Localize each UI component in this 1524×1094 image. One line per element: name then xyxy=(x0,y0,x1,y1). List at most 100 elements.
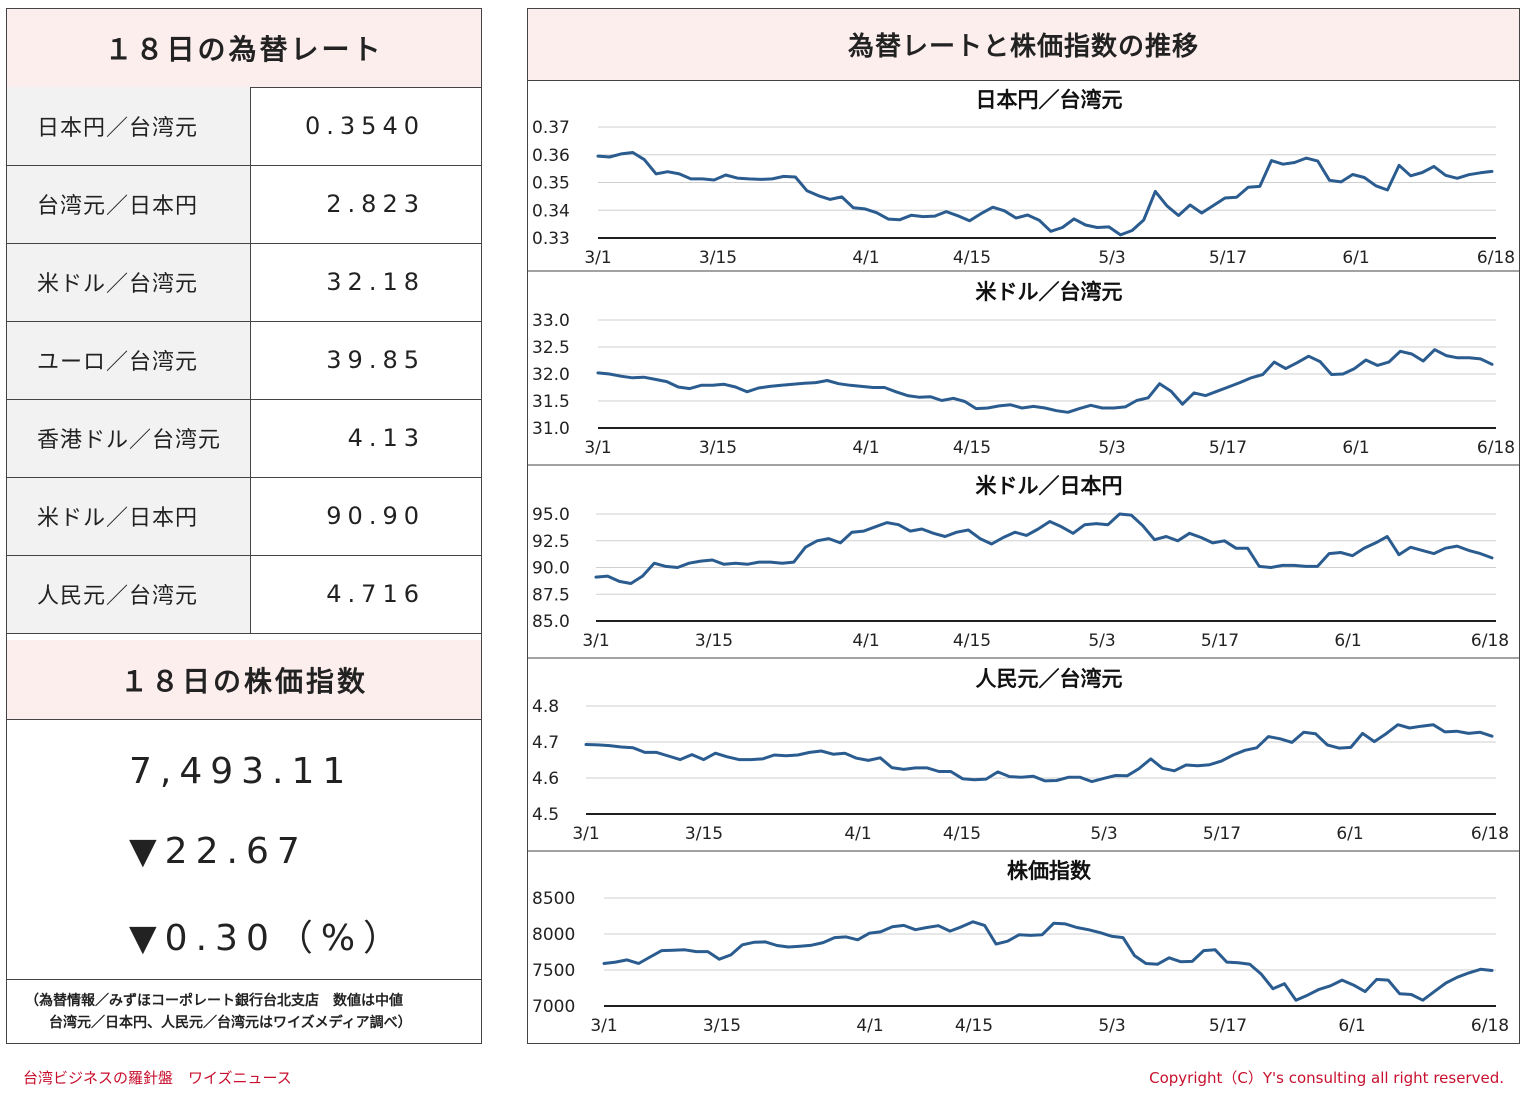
y-tick-label: 4.7 xyxy=(532,733,559,753)
series-line xyxy=(596,151,1494,237)
x-tick-label: 6/1 xyxy=(1342,438,1369,458)
x-tick-label: 5/3 xyxy=(1098,248,1125,268)
series-line xyxy=(584,723,1494,784)
x-tick-label: 4/1 xyxy=(852,248,879,268)
x-tick-label: 5/3 xyxy=(1098,438,1125,458)
source-note-line: 台湾元／日本円、人民元／台湾元はワイズメディア調べ） xyxy=(49,1015,412,1031)
fx-rate-label: 香港ドル／台湾元 xyxy=(7,399,251,478)
x-tick-label: 5/3 xyxy=(1098,1016,1125,1036)
stock-index-value: 7,493.11 xyxy=(129,751,354,792)
fx-rate-label: 日本円／台湾元 xyxy=(7,87,251,166)
x-tick-label: 6/18 xyxy=(1477,438,1515,458)
chart-title: 米ドル／日本円 xyxy=(976,474,1123,498)
y-tick-label: 4.6 xyxy=(532,769,559,789)
footer-site-name: 台湾ビジネスの羅針盤 ワイズニュース xyxy=(23,1069,292,1087)
chart-title: 米ドル／台湾元 xyxy=(976,280,1123,304)
fx-rate-label: ユーロ／台湾元 xyxy=(7,321,251,400)
fx-rate-value: 4.716 xyxy=(250,555,481,634)
x-tick-label: 5/3 xyxy=(1088,631,1115,651)
x-tick-label: 3/15 xyxy=(699,438,737,458)
y-tick-label: 7000 xyxy=(532,997,575,1017)
y-tick-label: 4.8 xyxy=(532,697,559,717)
fx-rate-value: 90.90 xyxy=(250,477,481,556)
y-tick-label: 0.35 xyxy=(532,174,570,194)
chart-title: 日本円／台湾元 xyxy=(976,88,1123,112)
x-tick-label: 6/18 xyxy=(1471,1016,1509,1036)
y-tick-label: 31.5 xyxy=(532,392,570,412)
fx-rate-title: １８日の為替レート xyxy=(7,9,481,88)
fx-rate-label: 米ドル／台湾元 xyxy=(7,243,251,322)
x-tick-label: 4/1 xyxy=(844,824,871,844)
fx-rate-value: 32.18 xyxy=(250,243,481,322)
fx-rate-row: 香港ドル／台湾元 4.13 xyxy=(7,399,481,478)
fx-rate-row: 米ドル／台湾元 32.18 xyxy=(7,243,481,322)
fx-rate-row: ユーロ／台湾元 39.85 xyxy=(7,321,481,400)
x-tick-label: 6/1 xyxy=(1336,824,1363,844)
x-tick-label: 3/1 xyxy=(572,824,599,844)
stock-index-change: ▼22.67 xyxy=(129,831,308,872)
x-tick-label: 5/17 xyxy=(1209,438,1247,458)
y-tick-label: 0.34 xyxy=(532,201,570,221)
x-tick-label: 6/1 xyxy=(1334,631,1361,651)
fx-rate-row: 米ドル／日本円 90.90 xyxy=(7,477,481,556)
x-tick-label: 6/18 xyxy=(1471,631,1509,651)
y-tick-label: 0.33 xyxy=(532,229,570,249)
x-tick-label: 4/15 xyxy=(955,1016,993,1036)
chart-title: 株価指数 xyxy=(1007,859,1092,883)
x-tick-label: 3/15 xyxy=(685,824,723,844)
stock-index-change-percent: ▼0.30（%） xyxy=(129,918,408,959)
y-tick-label: 90.0 xyxy=(532,559,570,579)
y-tick-label: 85.0 xyxy=(532,612,570,632)
y-tick-label: 33.0 xyxy=(532,311,570,331)
series-line xyxy=(594,512,1494,585)
x-tick-label: 6/1 xyxy=(1342,248,1369,268)
x-tick-label: 4/15 xyxy=(953,631,991,651)
x-tick-label: 4/1 xyxy=(852,438,879,458)
x-tick-label: 5/17 xyxy=(1209,1016,1247,1036)
x-tick-label: 6/18 xyxy=(1471,824,1509,844)
fx-rate-label: 台湾元／日本円 xyxy=(7,165,251,244)
x-tick-label: 5/17 xyxy=(1203,824,1241,844)
fx-rate-row: 台湾元／日本円 2.823 xyxy=(7,165,481,244)
x-tick-label: 3/1 xyxy=(584,438,611,458)
x-tick-label: 3/15 xyxy=(703,1016,741,1036)
fx-rate-value: 2.823 xyxy=(250,165,481,244)
x-tick-label: 4/1 xyxy=(856,1016,883,1036)
series-line xyxy=(596,348,1494,414)
y-tick-label: 7500 xyxy=(532,961,575,981)
x-tick-label: 3/15 xyxy=(695,631,733,651)
x-tick-label: 5/17 xyxy=(1201,631,1239,651)
fx-summary-panel: １８日の為替レート 日本円／台湾元 0.3540 台湾元／日本円 2.823 米… xyxy=(6,8,482,1044)
source-note: （為替情報／みずほコーポレート銀行台北支店 数値は中値 台湾元／日本円、人民元／… xyxy=(7,979,481,1043)
fx-rate-value: 4.13 xyxy=(250,399,481,478)
x-tick-label: 3/1 xyxy=(584,248,611,268)
x-tick-label: 4/15 xyxy=(953,438,991,458)
footer-copyright: Copyright（C）Y's consulting all right res… xyxy=(1149,1069,1504,1087)
y-tick-label: 0.37 xyxy=(532,118,570,138)
y-tick-label: 8500 xyxy=(532,889,575,909)
y-tick-label: 8000 xyxy=(532,925,575,945)
trend-charts-panel: 為替レートと株価指数の推移 日本円／台湾元 0.37 0.36 0.35 0.34 0.3… xyxy=(527,8,1520,1044)
y-tick-label: 87.5 xyxy=(532,585,570,605)
fx-rate-value: 0.3540 xyxy=(250,87,481,166)
source-note-line: （為替情報／みずほコーポレート銀行台北支店 数値は中値 xyxy=(25,993,403,1009)
x-tick-label: 3/1 xyxy=(582,631,609,651)
y-tick-label: 32.0 xyxy=(532,365,570,385)
x-tick-label: 5/17 xyxy=(1209,248,1247,268)
fx-rate-row: 日本円／台湾元 0.3540 xyxy=(7,87,481,166)
y-tick-label: 95.0 xyxy=(532,505,570,525)
y-tick-label: 31.0 xyxy=(532,419,570,439)
x-tick-label: 6/1 xyxy=(1338,1016,1365,1036)
fx-rate-label: 米ドル／日本円 xyxy=(7,477,251,556)
series-line xyxy=(602,920,1494,1002)
chart-title: 人民元／台湾元 xyxy=(976,667,1123,691)
stock-index-title: １８日の株価指数 xyxy=(7,640,481,720)
fx-rate-label: 人民元／台湾元 xyxy=(7,555,251,634)
y-tick-label: 32.5 xyxy=(532,338,570,358)
y-tick-label: 4.5 xyxy=(532,805,559,825)
x-tick-label: 4/15 xyxy=(953,248,991,268)
fx-rate-table: 日本円／台湾元 0.3540 台湾元／日本円 2.823 米ドル／台湾元 32.… xyxy=(7,87,481,634)
x-tick-label: 4/15 xyxy=(943,824,981,844)
x-tick-label: 3/1 xyxy=(590,1016,617,1036)
trend-charts-title: 為替レートと株価指数の推移 xyxy=(528,9,1519,81)
